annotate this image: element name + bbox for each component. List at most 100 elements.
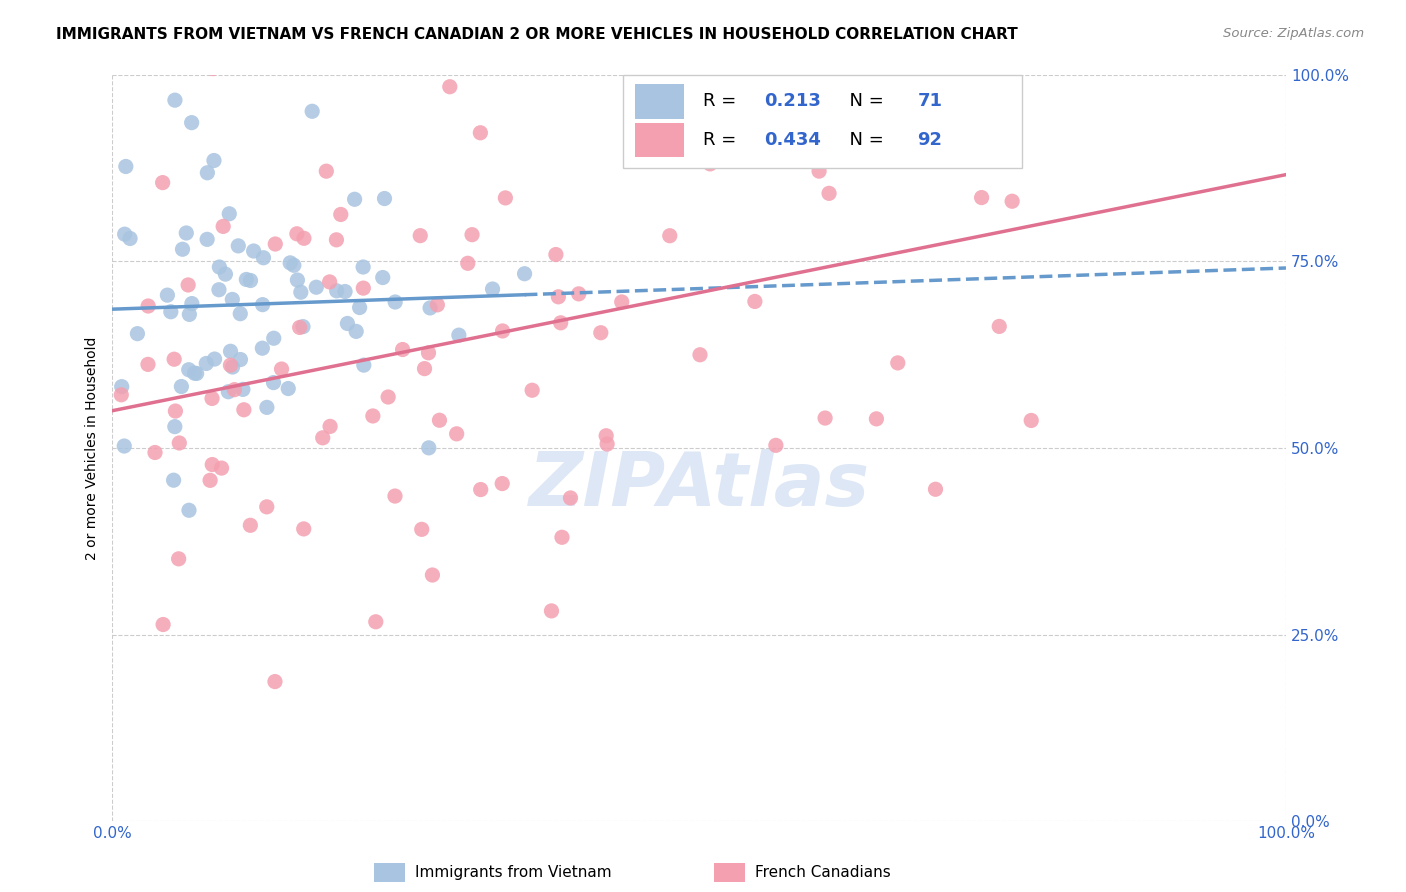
Point [287, 273, 309, 287]
Point [470, 126, 492, 140]
Point [201, 458, 224, 472]
Point [336, 317, 359, 331]
Point [765, 438, 787, 452]
Point [242, 244, 264, 258]
Point [136, 299, 159, 313]
Point [808, 164, 831, 178]
Point [221, 293, 243, 307]
Point [224, 383, 246, 397]
Point [208, 283, 231, 297]
Point [329, 207, 352, 221]
Point [226, 239, 249, 253]
Point [429, 413, 451, 427]
Point [481, 282, 503, 296]
Point [319, 419, 342, 434]
Point [229, 307, 252, 321]
Point [353, 358, 375, 372]
Point [201, 62, 224, 76]
Point [208, 260, 231, 274]
Point [551, 530, 574, 544]
Point [263, 331, 285, 345]
Point [491, 324, 513, 338]
Point [419, 301, 441, 315]
Point [291, 319, 314, 334]
Point [195, 166, 218, 180]
Point [560, 491, 582, 505]
Point [547, 290, 569, 304]
Point [264, 674, 287, 689]
Point [186, 367, 208, 381]
Point [333, 285, 356, 299]
Point [526, 52, 548, 66]
Point [325, 284, 347, 298]
Point [352, 281, 374, 295]
Point [114, 160, 136, 174]
FancyBboxPatch shape [634, 123, 683, 157]
Point [610, 295, 633, 310]
Point [595, 429, 617, 443]
Point [312, 431, 335, 445]
Point [218, 207, 240, 221]
Point [814, 411, 837, 425]
Point [426, 298, 449, 312]
Point [887, 356, 910, 370]
Point [232, 383, 254, 397]
Point [494, 191, 516, 205]
Point [658, 228, 681, 243]
Point [159, 304, 181, 318]
Point [201, 392, 224, 406]
Text: N =: N = [838, 130, 889, 148]
Point [305, 280, 328, 294]
Point [221, 359, 243, 374]
Text: 92: 92 [918, 130, 942, 148]
Point [136, 357, 159, 371]
Point [325, 233, 347, 247]
Point [290, 285, 312, 300]
Point [1104, 30, 1126, 45]
Point [211, 461, 233, 475]
Point [174, 226, 197, 240]
Point [204, 352, 226, 367]
Point [264, 237, 287, 252]
Point [745, 81, 768, 95]
Point [214, 267, 236, 281]
Point [277, 382, 299, 396]
Point [270, 362, 292, 376]
Point [172, 242, 194, 256]
Point [744, 294, 766, 309]
Point [377, 390, 399, 404]
Point [413, 361, 436, 376]
Point [167, 551, 190, 566]
Text: Source: ZipAtlas.com: Source: ZipAtlas.com [1223, 27, 1364, 40]
Point [256, 500, 278, 514]
FancyBboxPatch shape [623, 75, 1022, 168]
Point [924, 483, 946, 497]
Point [163, 419, 186, 434]
Text: ZIPAtlas: ZIPAtlas [529, 449, 870, 522]
Point [361, 409, 384, 423]
Point [352, 260, 374, 274]
Point [301, 104, 323, 119]
Point [343, 192, 366, 206]
Point [183, 366, 205, 380]
Text: 0.213: 0.213 [763, 92, 821, 110]
Point [550, 316, 572, 330]
Point [364, 615, 387, 629]
Point [156, 288, 179, 302]
FancyBboxPatch shape [634, 84, 683, 119]
Point [418, 441, 440, 455]
Point [1001, 194, 1024, 209]
Point [120, 231, 142, 245]
Point [219, 344, 242, 359]
Point [179, 307, 201, 321]
Point [865, 412, 887, 426]
Point [422, 568, 444, 582]
Text: R =: R = [703, 130, 742, 148]
Point [283, 258, 305, 272]
Point [1080, 30, 1102, 45]
Y-axis label: 2 or more Vehicles in Household: 2 or more Vehicles in Household [86, 336, 100, 559]
Point [111, 379, 134, 393]
Point [384, 489, 406, 503]
Point [256, 401, 278, 415]
Point [163, 93, 186, 107]
